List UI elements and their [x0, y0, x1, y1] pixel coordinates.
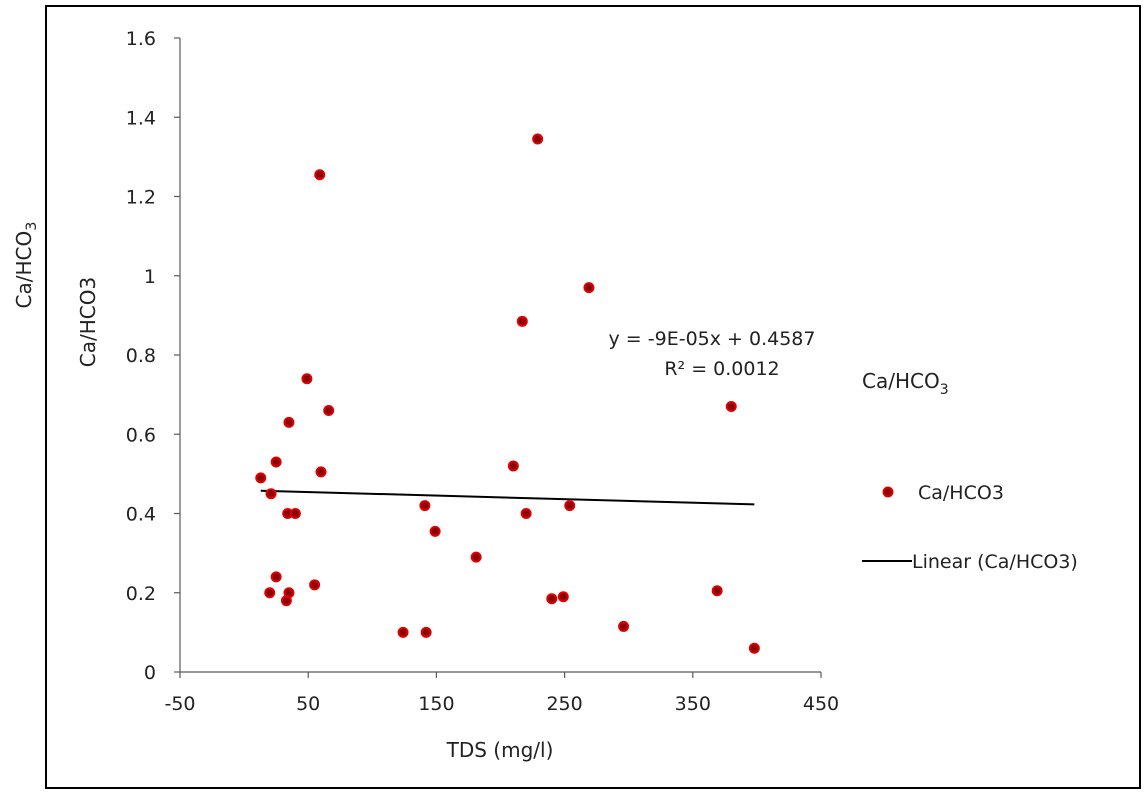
x-tick-label: 150 [418, 693, 454, 715]
data-point [429, 525, 441, 537]
y-tick-label: 1.2 [126, 187, 156, 209]
data-point [583, 282, 595, 294]
data-point [270, 456, 282, 468]
legend-series-label: Ca/HCO3 [918, 482, 1004, 504]
x-tick-label: 350 [675, 693, 711, 715]
data-point [711, 585, 723, 597]
data-point [748, 642, 760, 654]
legend-marker-icon [882, 486, 894, 498]
trendline-group [260, 489, 755, 506]
chart-frame [45, 5, 1141, 789]
y-tick-label: 1.6 [126, 28, 156, 50]
x-axis-label: TDS (mg/l) [446, 738, 554, 762]
data-point [265, 488, 277, 500]
axes: 0 0.2 0.4 0.6 0.8 1 1.2 1.4 1.6 -50 50 150 250 350 450 [126, 28, 839, 715]
data-point [264, 587, 276, 599]
y-tick-label: 0.4 [126, 504, 156, 526]
data-point [289, 508, 301, 519]
data-point [419, 500, 431, 512]
data-points [255, 133, 760, 654]
data-point [520, 508, 532, 519]
trendline-r2: R² = 0.0012 [664, 358, 779, 380]
data-point [546, 593, 558, 605]
legend-title: Ca/HCO3 [862, 369, 949, 398]
x-tick-label: -50 [164, 693, 195, 715]
legend-trendline-label: Linear (Ca/HCO3) [912, 551, 1078, 573]
data-point [255, 472, 267, 484]
data-point [323, 404, 335, 416]
x-tick-label: 250 [546, 693, 582, 715]
y-tick-label: 0.6 [126, 424, 156, 446]
legend-title-main: Ca/HCO [862, 369, 940, 393]
data-point [516, 315, 528, 327]
data-point [618, 620, 630, 632]
y-tick-label: 1 [144, 266, 156, 288]
y-tick-label: 1.4 [126, 107, 156, 129]
data-point [557, 591, 569, 603]
data-point [725, 401, 737, 413]
data-point [470, 551, 482, 563]
data-point [309, 579, 321, 591]
data-point [420, 626, 432, 638]
data-point [564, 500, 576, 512]
y-axis-label: Ca/HCO3 [76, 277, 100, 367]
data-point [283, 587, 295, 599]
trendline [260, 489, 755, 506]
data-point [507, 460, 519, 472]
data-point [315, 466, 327, 478]
data-point [314, 169, 326, 181]
y-tick-label: 0.8 [126, 345, 156, 367]
legend-title-sub: 3 [940, 382, 949, 398]
data-point [532, 133, 544, 145]
y-tick-label: 0.2 [126, 583, 156, 605]
data-point [301, 373, 313, 385]
x-tick-label: 450 [803, 693, 839, 715]
data-point [270, 571, 282, 583]
x-tick-label: 50 [296, 693, 320, 715]
trendline-equation: y = -9E-05x + 0.4587 [609, 328, 816, 350]
data-point [397, 626, 409, 638]
data-point [283, 416, 295, 428]
outer-ylabel-frame [0, 206, 48, 324]
y-tick-label: 0 [144, 662, 156, 684]
